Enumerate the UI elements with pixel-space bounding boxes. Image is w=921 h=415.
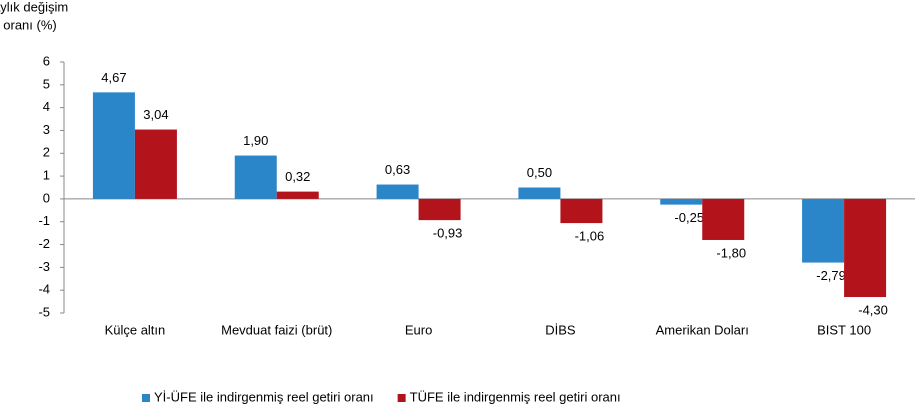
y-tick-label: 2 <box>43 145 50 160</box>
x-tick-label: DİBS <box>545 322 576 337</box>
bar <box>418 198 461 221</box>
bar <box>134 129 177 199</box>
bar <box>92 92 135 199</box>
x-tick-label: Külçe altın <box>105 322 166 337</box>
value-label: 4,67 <box>101 70 126 85</box>
y-tick-label: -3 <box>38 259 50 274</box>
y-tick-label: -4 <box>38 282 50 297</box>
y-axis-label: oranı (%) <box>3 17 56 32</box>
value-label: -1,80 <box>716 245 746 260</box>
bar <box>802 198 845 263</box>
y-axis-label: Aylık değişim <box>0 0 68 14</box>
y-tick-label: 3 <box>43 122 50 137</box>
y-tick-label: 0 <box>43 190 50 205</box>
x-tick-label: Euro <box>405 322 432 337</box>
y-tick-label: -5 <box>38 304 50 319</box>
y-tick-label: -2 <box>38 236 50 251</box>
value-label: -0,25 <box>674 210 704 225</box>
legend-label: Yİ-ÜFE ile indirgenmiş reel getiri oranı <box>154 389 374 404</box>
value-label: 3,04 <box>143 107 168 122</box>
value-label: -0,93 <box>433 226 463 241</box>
value-label: 0,32 <box>285 169 310 184</box>
bar <box>560 198 603 224</box>
value-label: 0,50 <box>527 165 552 180</box>
y-tick-label: -1 <box>38 213 50 228</box>
bar <box>518 187 561 199</box>
value-label: 1,90 <box>243 133 268 148</box>
y-tick-label: 4 <box>43 99 50 114</box>
bar <box>376 184 419 199</box>
value-label: 0,63 <box>385 162 410 177</box>
y-tick-label: 6 <box>43 53 50 68</box>
x-tick-label: Mevduat faizi (brüt) <box>221 322 332 337</box>
bar <box>234 155 277 199</box>
value-label: -4,30 <box>858 302 888 317</box>
bar <box>702 198 745 240</box>
bar <box>844 198 887 298</box>
legend-swatch <box>397 394 406 402</box>
bar <box>276 191 319 199</box>
legend-label: TÜFE ile indirgenmiş reel getiri oranı <box>410 389 621 404</box>
legend-swatch <box>142 394 150 402</box>
x-tick-label: BIST 100 <box>817 322 871 337</box>
x-tick-label: Amerikan Doları <box>656 322 749 337</box>
y-tick-label: 5 <box>43 76 50 91</box>
value-label: -2,79 <box>816 268 846 283</box>
value-label: -1,06 <box>575 229 605 244</box>
y-tick-label: 1 <box>43 168 50 183</box>
bar <box>660 198 703 205</box>
